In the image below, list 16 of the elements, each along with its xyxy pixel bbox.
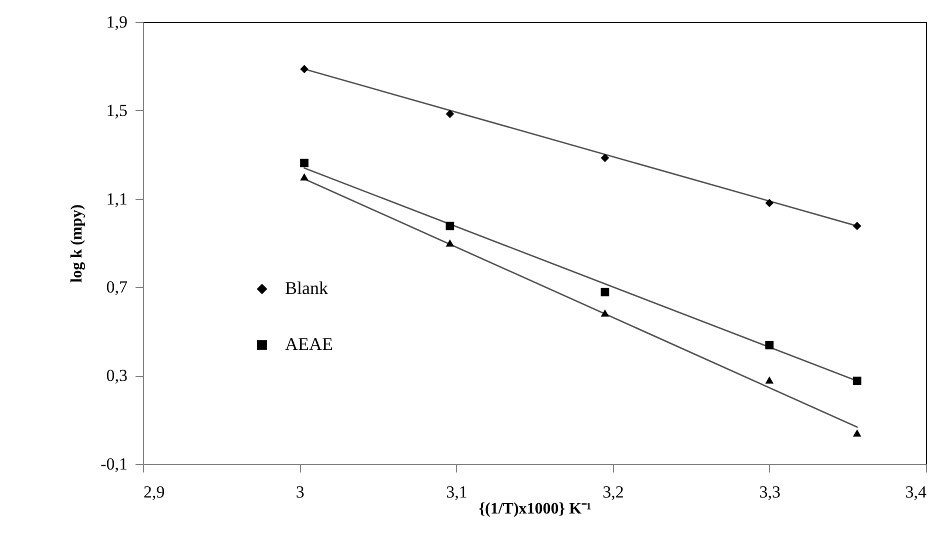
x-axis-title: {(1/T)x1000} K⁻¹	[478, 500, 592, 518]
y-tick-label: 1,1	[106, 189, 128, 208]
x-tick-label: 3,1	[446, 482, 468, 502]
y-tick-label: 1,5	[106, 100, 128, 120]
legend-label: AEAE	[285, 334, 333, 354]
x-tick-label: 3,3	[759, 482, 781, 502]
x-tick-label: 2,9	[144, 482, 165, 502]
x-tick-label: 3	[296, 482, 304, 502]
y-tick-label: 0,3	[106, 366, 128, 386]
y-axis-title: log k (mpy)	[68, 204, 86, 283]
legend-label: Blank	[285, 278, 328, 298]
x-tick-label: 3,2	[602, 482, 624, 502]
y-tick-label: -0,1	[100, 454, 128, 474]
y-tick-label: 0,7	[106, 278, 128, 297]
x-tick-label: 3,4	[905, 482, 927, 502]
y-tick-label: 1,9	[106, 12, 128, 32]
